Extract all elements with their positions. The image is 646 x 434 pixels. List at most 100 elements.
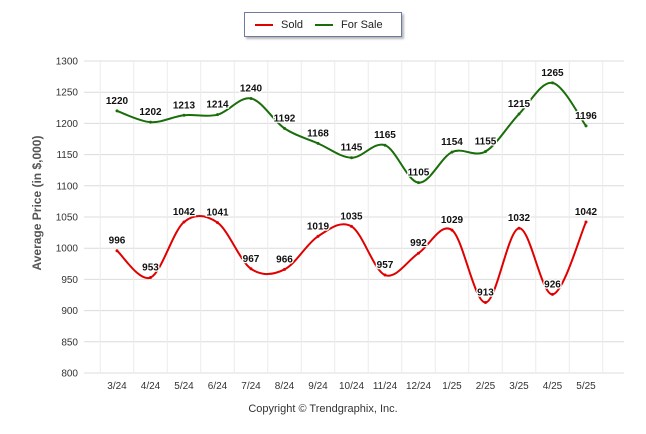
x-tick-label: 11/24 (373, 381, 398, 392)
data-label-for-sale: 1154 (441, 137, 463, 148)
legend-item-for-sale[interactable]: For Sale (315, 19, 383, 31)
legend: Sold For Sale (244, 12, 402, 37)
data-label-sold: 953 (142, 263, 159, 274)
data-label-sold: 926 (544, 279, 561, 290)
data-point-sold (283, 267, 286, 271)
data-label-for-sale: 1202 (139, 107, 162, 118)
data-point-for-sale (216, 113, 219, 117)
x-tick-label: 5/24 (174, 381, 194, 392)
data-label-sold: 1041 (206, 208, 229, 219)
data-point-for-sale (316, 141, 320, 145)
data-point-for-sale (283, 126, 286, 130)
x-tick-label: 4/24 (141, 381, 161, 392)
x-tick-label: 3/24 (107, 381, 127, 392)
series-lines (115, 81, 588, 304)
x-tick-label: 5/25 (576, 381, 596, 392)
copyright-notice: Copyright © Trendgraphix, Inc. (248, 403, 398, 415)
legend-swatch-sold (255, 23, 273, 26)
data-label-for-sale: 1168 (307, 128, 329, 139)
data-point-for-sale (182, 113, 186, 117)
data-label-for-sale: 1214 (206, 100, 229, 111)
data-label-for-sale: 1240 (240, 83, 263, 94)
y-tick-label: 900 (61, 306, 78, 317)
x-tick-label: 4/25 (543, 381, 563, 392)
data-label-sold: 913 (477, 287, 494, 298)
data-label-sold: 1035 (340, 211, 363, 222)
data-point-sold (149, 276, 152, 280)
x-tick-label: 6/24 (208, 381, 228, 392)
data-point-sold (350, 224, 353, 228)
data-label-for-sale: 1192 (274, 113, 296, 124)
x-tick-label: 10/24 (339, 381, 364, 392)
data-label-for-sale: 1196 (575, 111, 597, 122)
y-tick-label: 1250 (56, 88, 79, 99)
legend-label-for-sale: For Sale (341, 18, 383, 31)
data-point-for-sale (417, 181, 420, 185)
data-point-for-sale (115, 109, 119, 113)
data-label-for-sale: 1155 (475, 136, 497, 147)
data-point-for-sale (450, 150, 454, 154)
data-point-for-sale (249, 96, 253, 100)
y-tick-label: 1050 (56, 213, 79, 224)
y-tick-label: 800 (61, 369, 78, 380)
data-point-sold (383, 273, 387, 277)
y-tick-label: 850 (61, 337, 78, 348)
data-point-sold (584, 220, 588, 224)
x-tick-label: 8/24 (275, 381, 295, 392)
data-point-sold (484, 300, 487, 304)
x-tick-label: 2/25 (476, 381, 496, 392)
data-labels: 996 953 1042 1041 967 966 1019 1035 957 992 1029 91… (105, 67, 599, 300)
data-point-for-sale (383, 143, 387, 147)
data-point-sold (115, 249, 119, 253)
data-point-sold (417, 251, 420, 255)
y-axis-title: Average Price (in $,000) (30, 135, 44, 271)
data-point-for-sale (350, 156, 353, 160)
data-label-sold: 966 (276, 254, 293, 265)
y-tick-label: 1100 (56, 181, 78, 192)
data-point-sold (249, 267, 253, 271)
data-label-for-sale: 1220 (106, 96, 129, 107)
data-point-for-sale (551, 81, 554, 85)
data-point-for-sale (484, 149, 487, 153)
data-label-sold: 996 (109, 236, 126, 247)
y-tick-label: 950 (61, 275, 78, 286)
data-point-sold (182, 220, 186, 224)
legend-item-sold[interactable]: Sold (255, 19, 303, 31)
data-label-for-sale: 1145 (341, 143, 363, 154)
data-point-for-sale (517, 112, 521, 116)
data-point-sold (517, 226, 521, 230)
axes: 800 850 900 950 1000 1050 1100 1150 1200 1250 1300… (56, 57, 596, 393)
data-label-sold: 1019 (307, 221, 330, 232)
x-tick-label: 1/25 (442, 381, 462, 392)
y-tick-label: 1300 (56, 57, 79, 68)
data-point-for-sale (149, 120, 152, 124)
x-tick-label: 3/25 (509, 381, 529, 392)
data-label-sold: 1029 (441, 215, 464, 226)
data-label-sold: 967 (243, 254, 260, 265)
legend-swatch-for-sale (315, 23, 334, 26)
data-label-sold: 1032 (508, 213, 531, 224)
y-axis-title-container: Average Price (in $,000) (2, 96, 72, 316)
data-point-sold (551, 292, 554, 296)
data-point-for-sale (584, 124, 588, 128)
y-tick-label: 1200 (56, 119, 79, 130)
data-label-for-sale: 1165 (374, 130, 396, 141)
data-label-sold: 957 (377, 260, 394, 271)
y-tick-label: 1150 (56, 150, 78, 161)
x-tick-label: 9/24 (308, 381, 328, 392)
data-label-sold: 1042 (575, 207, 598, 218)
data-label-for-sale: 1105 (408, 168, 430, 179)
data-label-sold: 1042 (173, 207, 196, 218)
x-tick-label: 7/24 (241, 381, 261, 392)
data-label-sold: 992 (410, 238, 427, 249)
legend-label-sold: Sold (281, 18, 304, 31)
data-label-for-sale: 1213 (173, 100, 196, 111)
grid-lines (84, 60, 624, 374)
data-point-sold (450, 228, 454, 232)
data-point-sold (316, 234, 320, 238)
data-point-sold (216, 221, 219, 225)
x-tick-label: 12/24 (406, 381, 431, 392)
y-tick-label: 1000 (56, 244, 79, 255)
data-label-for-sale: 1265 (541, 68, 564, 79)
